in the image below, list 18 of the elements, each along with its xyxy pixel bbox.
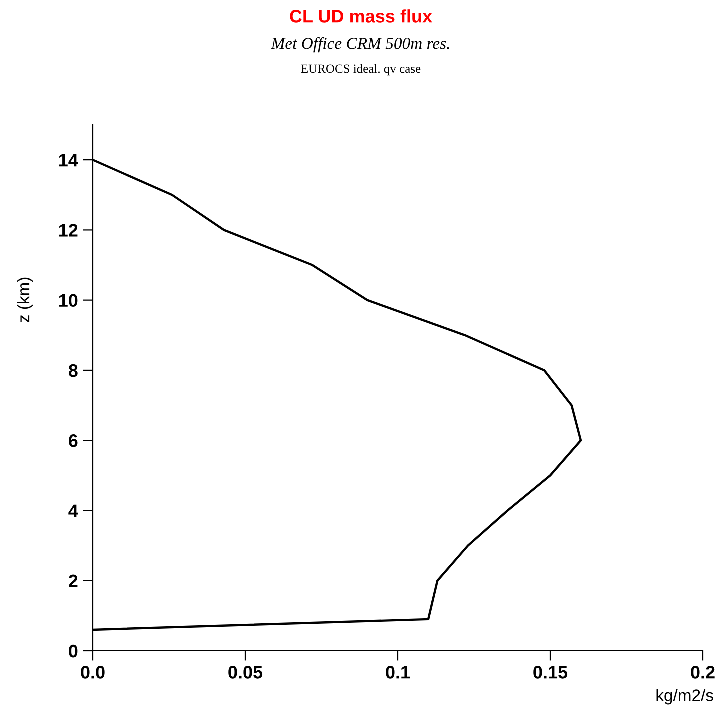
text: EUROCS ideal. qv case bbox=[301, 64, 421, 76]
x-tick-label: 0.2 bbox=[691, 666, 715, 679]
y-tick-label: 8 bbox=[68, 364, 78, 378]
y-tick-label: 10 bbox=[59, 294, 78, 308]
y-tick-label: 4 bbox=[68, 504, 78, 518]
chart-title: CL UD mass flux bbox=[290, 10, 432, 23]
x-tick-label: 0.1 bbox=[386, 666, 410, 679]
x-tick-label: 0.15 bbox=[534, 666, 568, 679]
y-axis-title: z (km) bbox=[17, 278, 33, 322]
y-tick-label: 6 bbox=[69, 434, 78, 448]
chart-subtitle: Met Office CRM 500m res. bbox=[271, 37, 450, 53]
y-tick-label: 0 bbox=[69, 644, 78, 658]
x-tick-label: 0.05 bbox=[228, 666, 263, 679]
y-tick-label: 14 bbox=[59, 154, 78, 167]
y-tick-label: 2 bbox=[69, 574, 78, 588]
x-tick-label: 0.0 bbox=[81, 666, 105, 679]
y-tick-label: 12 bbox=[59, 224, 78, 237]
x-axis-title: kg/m2/s bbox=[656, 689, 714, 705]
